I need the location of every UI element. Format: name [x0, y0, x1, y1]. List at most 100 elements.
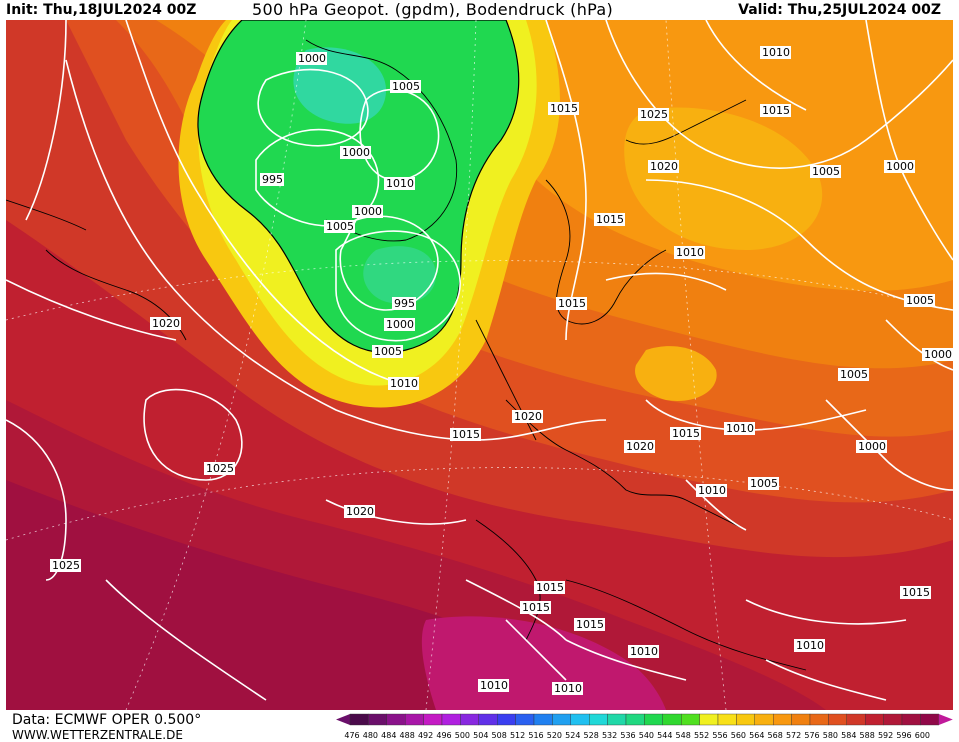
svg-text:1020: 1020 — [514, 410, 542, 423]
colorbar-arrow-right — [938, 714, 953, 725]
svg-text:995: 995 — [394, 297, 415, 310]
colorbar-tick-label: 556 — [712, 731, 727, 740]
colorbar-swatch — [533, 713, 553, 726]
colorbar-swatch — [883, 713, 903, 726]
svg-text:1005: 1005 — [374, 345, 402, 358]
colorbar-swatch — [496, 713, 516, 726]
colorbar-swatch — [901, 713, 921, 726]
colorbar-swatch — [368, 713, 388, 726]
isobar-label: 1010 — [552, 682, 583, 695]
svg-text:1005: 1005 — [812, 165, 840, 178]
map-title: 500 hPa Geopot. (gpdm), Bodendruck (hPa) — [252, 0, 614, 19]
svg-text:1005: 1005 — [906, 294, 934, 307]
colorbar-swatch — [515, 713, 535, 726]
svg-text:1015: 1015 — [550, 102, 578, 115]
colorbar-swatch — [570, 713, 590, 726]
isobar-label: 1010 — [628, 645, 659, 658]
svg-text:1000: 1000 — [886, 160, 914, 173]
isobar-label: 1005 — [390, 80, 421, 93]
colorbar-swatch — [460, 713, 480, 726]
colorbar-tick-label: 540 — [639, 731, 654, 740]
colorbar-tick-label: 520 — [547, 731, 562, 740]
svg-text:1010: 1010 — [698, 484, 726, 497]
colorbar-swatch — [644, 713, 663, 726]
colorbar-tick-label: 516 — [528, 731, 543, 740]
isobar-label: 1015 — [556, 297, 587, 310]
colorbar-swatch — [920, 713, 940, 726]
colorbar-tick-label: 560 — [731, 731, 746, 740]
svg-text:1000: 1000 — [858, 440, 886, 453]
weather-map: 1000 1005 1000 995 1010 1000 1005 995 1000 1005 10… — [6, 20, 953, 710]
colorbar-tick-label: 592 — [878, 731, 893, 740]
colorbar-arrow-left — [336, 714, 350, 725]
colorbar-tick-label: 492 — [418, 731, 433, 740]
isobar-label: 1015 — [760, 104, 791, 117]
isobar-label: 1005 — [838, 368, 869, 381]
colorbar-swatch — [736, 713, 755, 726]
svg-text:1010: 1010 — [390, 377, 418, 390]
isobar-label: 1000 — [884, 160, 915, 173]
isobar-label: 1000 — [352, 205, 383, 218]
colorbar-swatch — [588, 713, 608, 726]
svg-text:1020: 1020 — [346, 505, 374, 518]
colorbar-tick-label: 476 — [344, 731, 359, 740]
isobar-label: 1025 — [204, 462, 235, 475]
isobar-label: 1000 — [856, 440, 887, 453]
svg-text:1000: 1000 — [298, 52, 326, 65]
colorbar-swatch — [754, 713, 774, 726]
colorbar-tick-label: 584 — [841, 731, 856, 740]
isobar-label: 1005 — [810, 165, 841, 178]
isobar-label: 1010 — [478, 679, 509, 692]
colorbar-tick-label: 500 — [455, 731, 470, 740]
colorbar-tick-label: 544 — [657, 731, 672, 740]
svg-text:1025: 1025 — [640, 108, 668, 121]
colorbar-swatch — [552, 713, 571, 726]
valid-time: Valid: Thu,25JUL2024 00Z — [738, 2, 941, 18]
colorbar-swatch — [846, 713, 866, 726]
colorbar-tick-label: 564 — [749, 731, 764, 740]
svg-text:1015: 1015 — [576, 618, 604, 631]
svg-text:1025: 1025 — [52, 559, 80, 572]
colorbar-swatch — [662, 713, 682, 726]
isobar-label: 1010 — [696, 484, 727, 497]
colorbar-swatch — [441, 713, 461, 726]
isobar-label: 1025 — [638, 108, 669, 121]
header-bar: Init: Thu,18JUL2024 00Z 500 hPa Geopot. … — [0, 0, 959, 20]
svg-text:1000: 1000 — [342, 146, 370, 159]
isobar-label: 1020 — [344, 505, 375, 518]
colorbar-tick-label: 532 — [602, 731, 617, 740]
colorbar-tick-label: 508 — [492, 731, 507, 740]
colorbar-swatch — [349, 713, 369, 726]
isobar-label: 1005 — [372, 345, 403, 358]
colorbar-tick-label: 600 — [915, 731, 930, 740]
colorbar-tick-label: 504 — [473, 731, 488, 740]
isobar-label: 1000 — [922, 348, 953, 361]
svg-text:1015: 1015 — [522, 601, 550, 614]
colorbar-swatch — [791, 713, 811, 726]
svg-text:1015: 1015 — [596, 213, 624, 226]
isobar-label: 1010 — [794, 639, 825, 652]
svg-text:1010: 1010 — [726, 422, 754, 435]
colorbar-swatch — [386, 713, 406, 726]
isobar-label: 1010 — [384, 177, 415, 190]
colorbar-swatch — [423, 713, 443, 726]
svg-text:1025: 1025 — [206, 462, 234, 475]
svg-text:1015: 1015 — [452, 428, 480, 441]
colorbar-tick-label: 528 — [584, 731, 599, 740]
isobar-label: 1010 — [388, 377, 419, 390]
svg-text:1000: 1000 — [924, 348, 952, 361]
isobar-label: 1000 — [384, 318, 415, 331]
isobar-label: 1015 — [450, 428, 481, 441]
isobar-label: 1005 — [748, 477, 779, 490]
init-time: Init: Thu,18JUL2024 00Z — [6, 2, 197, 18]
isobar-label: 1015 — [534, 581, 565, 594]
colorbar-tick-label: 548 — [676, 731, 691, 740]
colorbar-tick-label: 568 — [768, 731, 783, 740]
colorbar-tick-label: 580 — [823, 731, 838, 740]
svg-text:1015: 1015 — [672, 427, 700, 440]
isobar-label: 1000 — [340, 146, 371, 159]
data-source: Data: ECMWF OPER 0.500° — [12, 712, 202, 728]
svg-text:1015: 1015 — [762, 104, 790, 117]
colorbar-tick-label: 572 — [786, 731, 801, 740]
svg-text:1010: 1010 — [554, 682, 582, 695]
